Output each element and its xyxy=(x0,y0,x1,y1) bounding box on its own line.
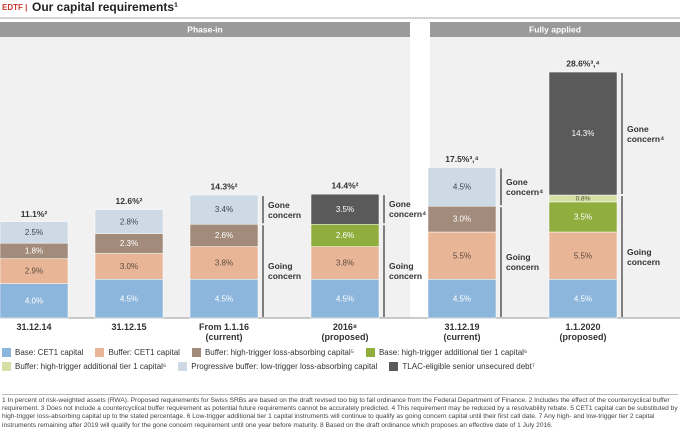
legend-swatch xyxy=(2,348,11,357)
value-label: 2.6% xyxy=(215,231,233,240)
bar-segment xyxy=(427,279,497,319)
value-label: 2.9% xyxy=(25,267,43,276)
bar-segment xyxy=(0,258,69,284)
value-label: 2.5% xyxy=(25,228,43,237)
legend-swatch xyxy=(2,362,11,371)
legend-item: TLAC-eligible senior unsecured debt⁷ xyxy=(389,362,535,371)
bar-segment xyxy=(310,193,380,225)
legend-item: Base: high-trigger additional tier 1 cap… xyxy=(365,348,528,357)
value-label: 2.3% xyxy=(120,239,138,248)
bar-segment xyxy=(0,221,69,244)
bar-segment xyxy=(189,194,259,225)
header-title: Our capital requirements¹ xyxy=(32,0,178,14)
value-label: 4.5% xyxy=(574,294,592,303)
legend-item: Base: CET1 capital xyxy=(2,348,83,357)
value-label: 3.8% xyxy=(336,259,354,268)
bar-segment xyxy=(0,283,69,319)
value-label: 2.6% xyxy=(336,231,354,240)
phase-band xyxy=(0,22,410,37)
value-label: 4.5% xyxy=(453,182,471,191)
bar-segment xyxy=(548,71,618,196)
legend-swatch xyxy=(389,362,399,371)
legend-label: Progressive buffer: low-trigger loss-abs… xyxy=(191,362,378,371)
total-label: 14.3%² xyxy=(211,181,238,191)
bar-segment xyxy=(310,279,380,319)
total-label: 14.4%² xyxy=(332,180,359,190)
bar-segment xyxy=(310,246,380,280)
bar-segment xyxy=(189,279,259,319)
value-label: 4.5% xyxy=(453,294,471,303)
legend-swatch xyxy=(178,362,188,371)
bar-segment xyxy=(94,209,164,234)
value-label: 3.5% xyxy=(574,213,592,222)
legend-item: Progressive buffer: low-trigger loss-abs… xyxy=(178,362,377,371)
total-label: 11.1%² xyxy=(21,209,48,219)
value-label: 5.5% xyxy=(453,251,471,260)
gone-label: Gone concern xyxy=(268,199,302,220)
legend-swatch xyxy=(365,348,375,357)
legend-item: Buffer: high-trigger loss-absorbing capi… xyxy=(191,348,354,357)
phase-label: Phase-in xyxy=(187,24,222,34)
bar-segment xyxy=(548,279,618,319)
total-label: 17.5%³,⁴ xyxy=(445,154,479,164)
category-label: 31.12.19 (current) xyxy=(443,322,481,342)
value-label: 4.5% xyxy=(120,294,138,303)
value-label: 4.0% xyxy=(25,296,43,305)
value-label: 4.5% xyxy=(215,294,233,303)
legend-label: TLAC-eligible senior unsecured debt⁷ xyxy=(402,362,535,371)
category-label: 1.1.2020 (proposed) xyxy=(559,322,607,342)
bar-segment xyxy=(427,205,497,233)
bar-segment xyxy=(94,279,164,319)
gone-label: Gone concern⁴ xyxy=(389,199,427,220)
value-label: 14.3% xyxy=(572,129,595,138)
value-label: 3.0% xyxy=(453,215,471,224)
legend-label: Base: high-trigger additional tier 1 cap… xyxy=(378,348,528,357)
value-label: 0.8% xyxy=(576,196,591,203)
category-label: 31.12.15 xyxy=(111,322,147,332)
value-label: 1.8% xyxy=(25,247,43,256)
gone-label: Gone concern⁴ xyxy=(627,123,665,144)
bar-segment xyxy=(427,167,497,207)
legend-swatch xyxy=(95,348,105,357)
legend-label: Base: CET1 capital xyxy=(15,348,84,357)
legend-label: Buffer: high-trigger additional tier 1 c… xyxy=(15,362,167,371)
phase-label: Fully applied xyxy=(529,24,581,34)
legend-label: Buffer: high-trigger loss-absorbing capi… xyxy=(204,348,354,357)
category-label: From 1.1.16 (current) xyxy=(198,322,250,342)
legend-label: Buffer: CET1 capital xyxy=(108,348,180,357)
value-label: 3.8% xyxy=(215,259,233,268)
going-label: Going concern xyxy=(627,246,661,267)
total-label: 12.6%² xyxy=(116,196,143,206)
total-label: 28.6%³,⁴ xyxy=(566,58,600,68)
going-label: Going concern xyxy=(389,261,423,282)
legend-item: Buffer: CET1 capital xyxy=(95,348,180,357)
bar-segment xyxy=(548,231,618,280)
footnotes: 1 In percent of risk-weighted assets (RW… xyxy=(2,394,678,435)
chart: EDTF | Our capital requirements¹ Phase-i… xyxy=(0,0,680,319)
legend-item: Buffer: high-trigger additional tier 1 c… xyxy=(2,362,166,371)
bar-segment xyxy=(427,231,497,280)
value-label: 4.5% xyxy=(336,294,354,303)
gone-label: Gone concern⁴ xyxy=(506,176,544,197)
category-label: 31.12.14 xyxy=(16,322,52,332)
bar-segment xyxy=(189,246,259,280)
value-label: 5.5% xyxy=(574,251,592,260)
bar-segment xyxy=(94,253,164,280)
going-label: Going concern xyxy=(506,252,540,273)
bar-segment xyxy=(548,201,618,233)
value-label: 2.8% xyxy=(120,217,138,226)
value-label: 3.4% xyxy=(215,205,233,214)
header-tag: EDTF | xyxy=(2,3,27,12)
value-label: 3.0% xyxy=(120,262,138,271)
phase-band xyxy=(430,22,680,37)
value-label: 3.5% xyxy=(336,205,354,214)
legend: Base: CET1 capital Buffer: CET1 capital Bu… xyxy=(2,348,678,371)
going-label: Going concern xyxy=(268,261,302,282)
legend-swatch xyxy=(191,348,201,357)
category-label: 2016⁸ (proposed) xyxy=(321,322,369,342)
